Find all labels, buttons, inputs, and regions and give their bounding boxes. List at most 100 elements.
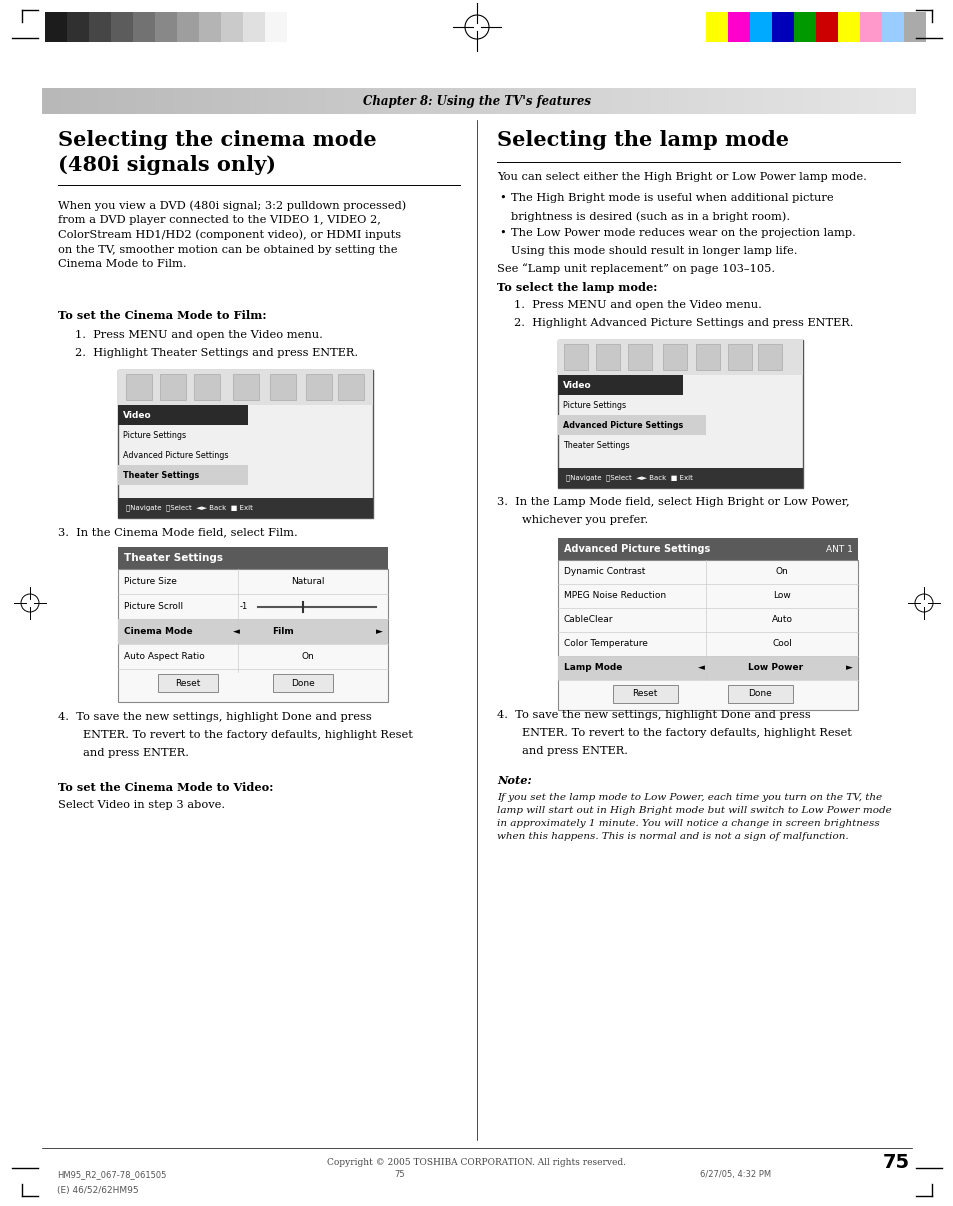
Text: 1.  Press MENU and open the Video menu.: 1. Press MENU and open the Video menu. <box>75 330 322 340</box>
Bar <box>597 88 598 115</box>
Bar <box>70 88 71 115</box>
Text: Cool: Cool <box>771 639 791 649</box>
Bar <box>857 88 858 115</box>
Bar <box>512 88 513 115</box>
Bar <box>558 375 682 396</box>
Bar <box>144 88 145 115</box>
Bar <box>622 88 623 115</box>
Bar <box>446 88 447 115</box>
Bar <box>118 569 388 702</box>
Bar <box>905 88 906 115</box>
Bar <box>78 88 79 115</box>
Bar <box>239 88 240 115</box>
Bar <box>111 88 112 115</box>
Bar <box>58 88 59 115</box>
Bar <box>236 88 237 115</box>
Bar <box>848 88 849 115</box>
Bar <box>272 88 273 115</box>
Bar <box>755 88 757 115</box>
Bar <box>859 88 861 115</box>
Bar <box>790 88 791 115</box>
Text: The High Bright mode is useful when additional picture: The High Bright mode is useful when addi… <box>511 193 833 203</box>
Bar <box>263 88 264 115</box>
Bar <box>679 88 680 115</box>
Bar <box>341 88 343 115</box>
Bar <box>558 468 802 488</box>
Bar <box>266 88 267 115</box>
Bar <box>222 88 223 115</box>
Bar <box>319 88 320 115</box>
Bar <box>308 88 309 115</box>
Bar <box>724 88 725 115</box>
Bar <box>127 88 128 115</box>
Bar <box>882 12 903 42</box>
Bar <box>455 88 456 115</box>
Bar <box>760 88 761 115</box>
Bar <box>727 88 728 115</box>
Bar <box>248 88 249 115</box>
Bar <box>910 88 911 115</box>
Bar <box>416 88 417 115</box>
Bar <box>745 88 746 115</box>
Bar <box>564 88 565 115</box>
Bar <box>505 88 506 115</box>
Bar <box>572 88 573 115</box>
Bar <box>154 12 177 42</box>
Bar <box>337 374 364 400</box>
Bar <box>862 88 863 115</box>
Bar <box>498 88 499 115</box>
Bar <box>792 88 793 115</box>
Bar <box>344 88 345 115</box>
Bar <box>717 88 718 115</box>
Bar <box>452 88 453 115</box>
Bar <box>720 88 721 115</box>
Bar <box>766 88 767 115</box>
Bar <box>593 88 594 115</box>
Bar <box>703 88 704 115</box>
Bar <box>180 88 181 115</box>
Bar <box>812 88 813 115</box>
Bar <box>659 88 660 115</box>
Bar <box>836 88 837 115</box>
Bar <box>763 88 764 115</box>
Bar <box>689 88 690 115</box>
Bar <box>200 88 201 115</box>
Text: •: • <box>498 193 505 203</box>
Bar <box>333 88 334 115</box>
Bar <box>727 685 792 703</box>
Bar <box>656 88 657 115</box>
Bar <box>148 88 149 115</box>
Bar <box>558 538 857 560</box>
Bar <box>716 88 717 115</box>
Bar <box>46 88 47 115</box>
Bar <box>495 88 496 115</box>
Bar <box>410 88 411 115</box>
Bar <box>479 88 480 115</box>
Bar <box>289 88 290 115</box>
Bar <box>647 88 648 115</box>
Bar <box>846 88 847 115</box>
Bar <box>378 88 379 115</box>
Bar <box>743 88 744 115</box>
Bar <box>558 340 802 375</box>
Bar <box>706 88 707 115</box>
Bar <box>807 88 808 115</box>
Bar <box>294 88 295 115</box>
Bar <box>555 88 556 115</box>
Bar <box>203 88 204 115</box>
Bar <box>398 88 399 115</box>
Bar <box>641 88 642 115</box>
Bar <box>643 88 644 115</box>
Bar <box>607 88 608 115</box>
Text: ◄: ◄ <box>233 627 239 636</box>
Bar <box>113 88 115 115</box>
Text: •: • <box>498 228 505 238</box>
Bar <box>685 88 686 115</box>
Bar <box>545 88 546 115</box>
Bar <box>267 88 268 115</box>
Bar <box>129 88 130 115</box>
Bar <box>299 88 301 115</box>
Bar <box>484 88 485 115</box>
Bar <box>237 88 239 115</box>
Text: 75: 75 <box>882 1153 909 1172</box>
